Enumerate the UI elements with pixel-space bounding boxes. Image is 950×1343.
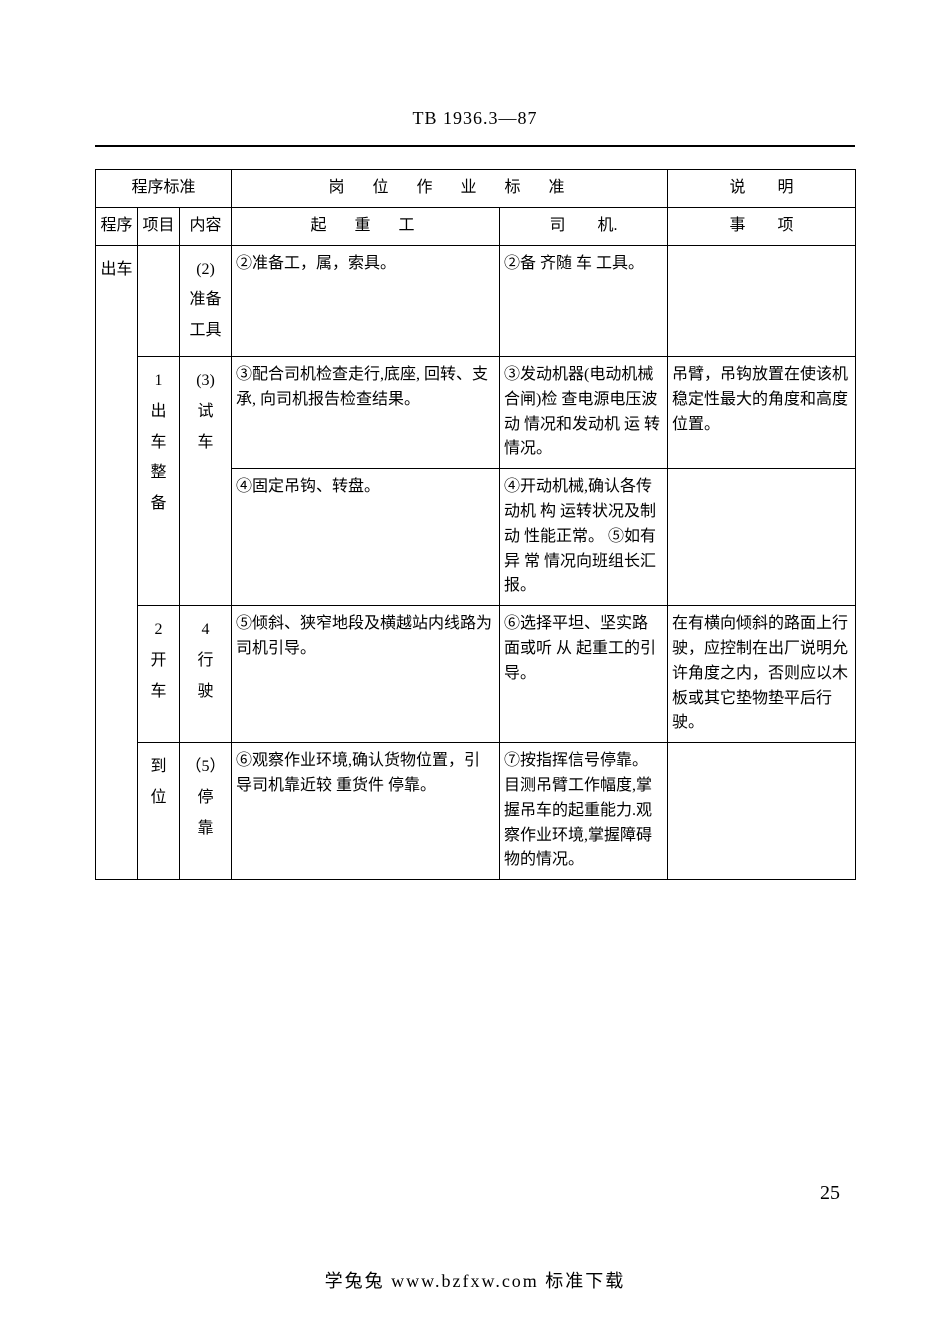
hdr-xm: 项目	[138, 207, 180, 245]
hdr-procedure-std: 程序标准	[96, 170, 232, 208]
cell-nr: (3)试车	[180, 356, 232, 605]
table-row: 1出车整备 (3)试车 ③配合司机检查走行,底座, 回转、支承, 向司机报告检查…	[96, 356, 856, 468]
cell-sx	[668, 245, 856, 356]
cell-qzg: ⑥观察作业环境,确认货物位置，引导司机靠近较 重货件 停靠。	[232, 743, 500, 880]
cell-qzg: ②准备工，属，索具。	[232, 245, 500, 356]
cell-xm: 1出车整备	[138, 356, 180, 605]
cell-xm: 2开车	[138, 606, 180, 743]
cell-sx: 在有横向倾斜的路面上行驶，应控制在出厂说明允许角度之内，否则应以木板或其它垫物垫…	[668, 606, 856, 743]
cell-nr: 4行驶	[180, 606, 232, 743]
procedure-table: 程序标准 岗 位 作 业 标 准 说 明 程序 项目 内容 起 重 工 司 机.…	[95, 169, 856, 880]
cell-sj: ④开动机械,确认各传动机 构 运转状况及制 动 性能正常。 ⑤如有异 常 情况向…	[500, 469, 668, 606]
cell-qzg: ④固定吊钩、转盘。	[232, 469, 500, 606]
cell-xm: 到位	[138, 743, 180, 880]
hdr-sx: 事 项	[668, 207, 856, 245]
hdr-remarks: 说 明	[668, 170, 856, 208]
hdr-cx: 程序	[96, 207, 138, 245]
table-row: 出车 (2)准备工具 ②准备工，属，索具。 ②备 齐随 车 工具。	[96, 245, 856, 356]
cell-cx-outer: 出车	[96, 245, 138, 880]
cx-char: 出车	[100, 258, 133, 283]
cell-sj: ⑦按指挥信号停靠。目测吊臂工作幅度,掌握吊车的起重能力.观察作业环境,掌握障碍物…	[500, 743, 668, 880]
cell-sx	[668, 743, 856, 880]
hdr-sj: 司 机.	[500, 207, 668, 245]
hdr-job-std: 岗 位 作 业 标 准	[232, 170, 668, 208]
cell-sx: 吊臂，吊钩放置在使该机稳定性最大的角度和高度位置。	[668, 356, 856, 468]
cell-sj: ②备 齐随 车 工具。	[500, 245, 668, 356]
table-row: 到位 （5）停靠 ⑥观察作业环境,确认货物位置，引导司机靠近较 重货件 停靠。 …	[96, 743, 856, 880]
footer-text: 学兔兔 www.bzfxw.com 标准下载	[0, 1267, 950, 1293]
document-code: TB 1936.3—87	[0, 0, 950, 139]
cell-nr: （5）停靠	[180, 743, 232, 880]
cell-sj: ⑥选择平坦、坚实路面或听 从 起重工的引导。	[500, 606, 668, 743]
hdr-nr: 内容	[180, 207, 232, 245]
table-row: 2开车 4行驶 ⑤倾斜、狭窄地段及横越站内线路为司机引导。 ⑥选择平坦、坚实路面…	[96, 606, 856, 743]
page-number: 25	[820, 1182, 840, 1205]
cell-qzg: ⑤倾斜、狭窄地段及横越站内线路为司机引导。	[232, 606, 500, 743]
cell-sx	[668, 469, 856, 606]
cell-qzg: ③配合司机检查走行,底座, 回转、支承, 向司机报告检查结果。	[232, 356, 500, 468]
header-rule	[95, 145, 855, 147]
cell-nr: (2)准备工具	[180, 245, 232, 356]
cell-xm	[138, 245, 180, 356]
cell-sj: ③发动机器(电动机械合闸)检 查电源电压波 动 情况和发动机 运 转情况。	[500, 356, 668, 468]
hdr-qzg: 起 重 工	[232, 207, 500, 245]
